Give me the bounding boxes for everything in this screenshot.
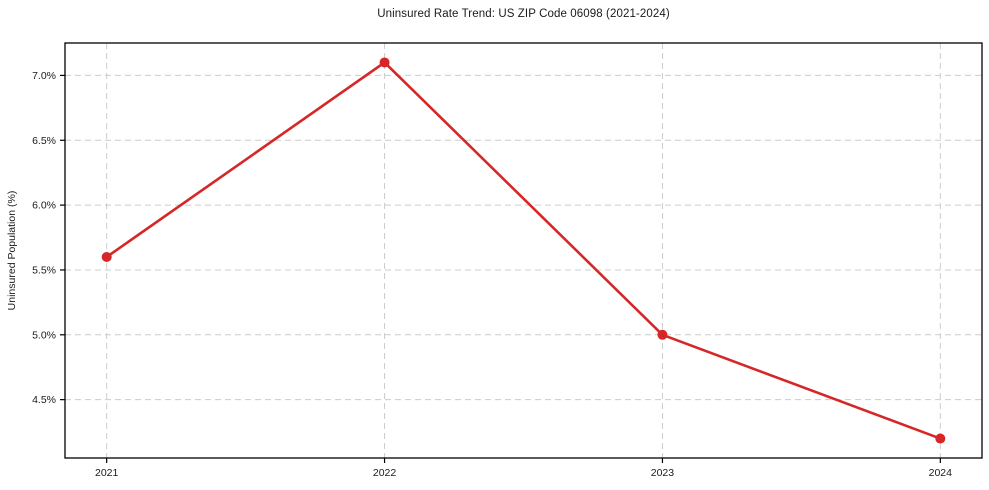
y-tick-label: 5.0%	[32, 329, 56, 341]
x-tick-label: 2021	[95, 467, 119, 479]
y-tick-label: 6.0%	[32, 200, 56, 212]
y-tick-label: 4.5%	[32, 394, 56, 406]
y-axis-label: Uninsured Population (%)	[6, 191, 18, 311]
x-tick-label: 2023	[651, 467, 675, 479]
y-tick-label: 6.5%	[32, 135, 56, 147]
y-tick-label: 7.0%	[32, 70, 56, 82]
data-point	[101, 251, 112, 262]
data-point	[379, 57, 390, 68]
data-point	[935, 433, 946, 444]
chart-title: Uninsured Rate Trend: US ZIP Code 06098 …	[377, 8, 670, 20]
trend-line	[105, 61, 942, 440]
y-tick-label: 5.5%	[32, 264, 56, 276]
plot-border	[64, 42, 983, 459]
x-tick-label: 2024	[929, 467, 953, 479]
data-point	[657, 329, 668, 340]
x-tick-label: 2022	[373, 467, 397, 479]
